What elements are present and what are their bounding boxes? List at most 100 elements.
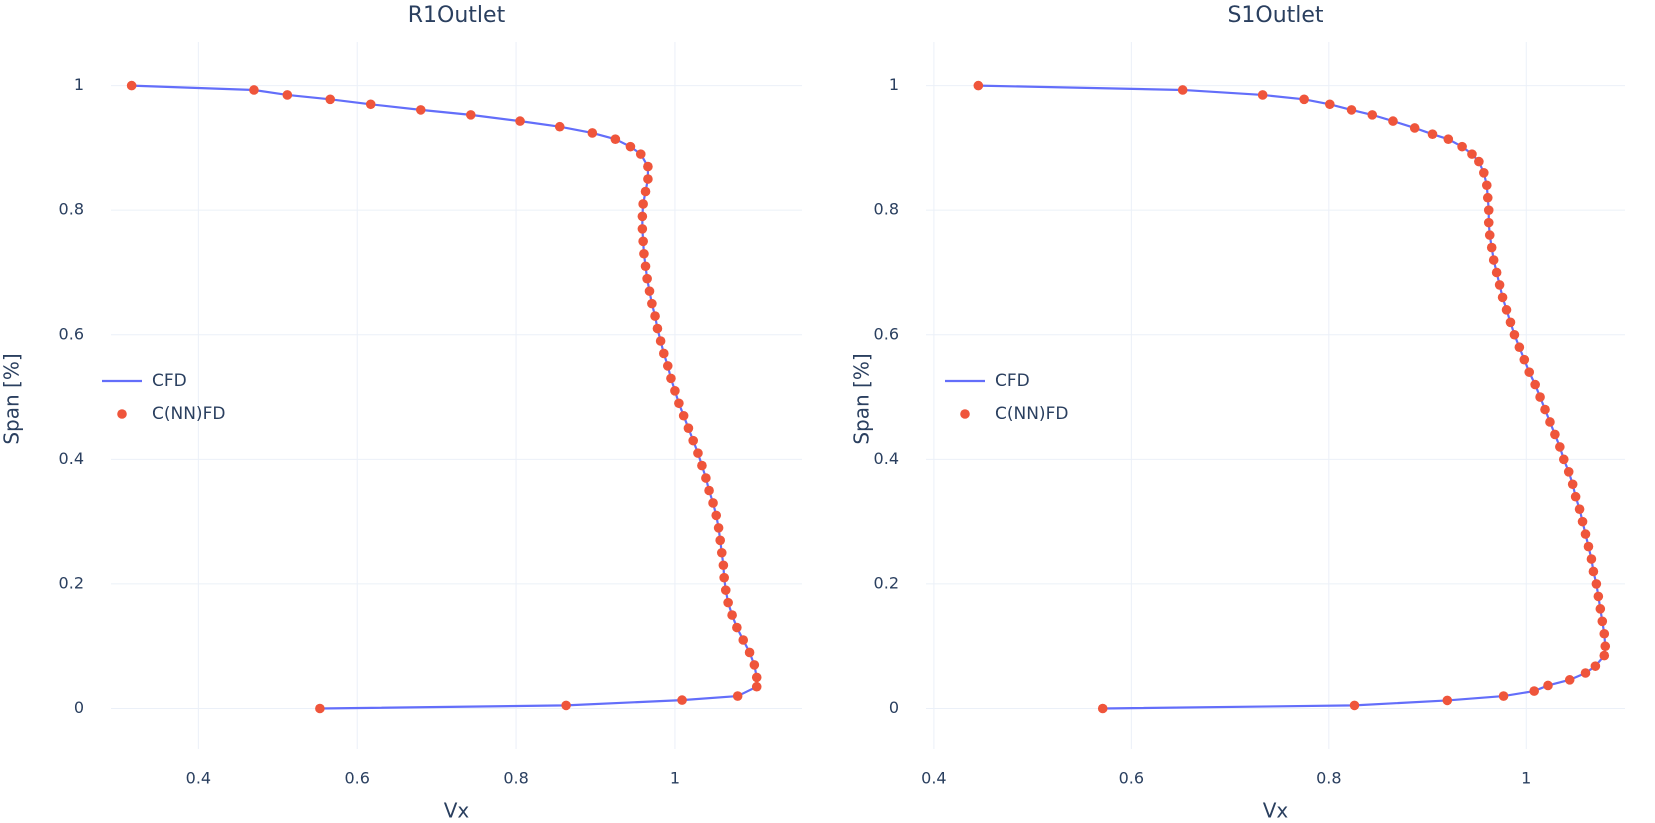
legend-label: CFD — [152, 371, 187, 391]
data-point — [315, 703, 325, 714]
data-point — [1530, 379, 1540, 390]
data-point — [677, 695, 687, 705]
data-point — [713, 523, 724, 533]
data-point — [1388, 116, 1398, 126]
data-point — [715, 535, 725, 546]
data-point — [1570, 491, 1581, 502]
data-point — [662, 361, 673, 371]
data-point — [587, 128, 598, 138]
legend-label: C(NN)FD — [152, 404, 225, 424]
data-point — [655, 336, 666, 346]
data-point — [1483, 217, 1494, 228]
data-point — [1484, 230, 1495, 240]
data-point — [751, 681, 762, 692]
data-point — [554, 121, 565, 132]
data-point — [973, 80, 984, 91]
data-point — [647, 298, 657, 309]
x-tick-label: 1 — [1521, 769, 1531, 788]
data-point — [683, 423, 694, 434]
data-point — [1497, 292, 1508, 303]
data-point — [640, 261, 651, 272]
chart-title: R1Outlet — [408, 3, 506, 28]
data-point — [639, 248, 649, 259]
data-point — [674, 398, 684, 409]
y-tick-label: 1 — [889, 75, 899, 94]
data-point — [638, 236, 648, 247]
data-point — [1574, 504, 1585, 514]
data-point — [1599, 628, 1610, 639]
x-tick-label: 0.4 — [921, 769, 946, 788]
data-point — [1097, 703, 1108, 714]
data-point — [1519, 354, 1530, 365]
data-point — [635, 149, 646, 159]
data-point — [1593, 591, 1604, 602]
data-point — [1580, 668, 1591, 678]
data-point — [1488, 255, 1499, 265]
data-point — [1564, 675, 1575, 685]
data-point — [1543, 680, 1553, 691]
data-point — [610, 134, 621, 144]
x-tick-label: 0.4 — [186, 769, 211, 788]
x-tick-label: 0.8 — [1316, 769, 1341, 788]
x-tick-label: 0.8 — [503, 769, 528, 788]
data-point — [126, 80, 137, 91]
data-point — [1494, 280, 1505, 290]
data-point — [637, 211, 648, 222]
data-point — [650, 311, 660, 321]
x-tick-label: 0.6 — [1119, 769, 1144, 788]
data-point — [1550, 429, 1560, 440]
data-point — [465, 110, 476, 120]
y-tick-label: 1 — [74, 75, 84, 94]
legend-label: C(NN)FD — [995, 404, 1068, 424]
data-point — [704, 485, 714, 496]
data-point — [1325, 99, 1335, 110]
data-point — [1563, 467, 1574, 477]
data-point — [515, 116, 525, 126]
data-point — [1599, 650, 1610, 661]
y-tick-label: 0.2 — [59, 573, 84, 592]
data-point — [1257, 90, 1268, 100]
data-point — [365, 99, 376, 110]
data-point — [1580, 529, 1591, 539]
data-point — [1595, 604, 1606, 614]
data-point — [732, 691, 743, 701]
legend-marker-swatch — [960, 409, 970, 419]
data-point — [659, 348, 669, 359]
data-point — [249, 85, 259, 95]
data-point — [718, 560, 729, 571]
data-point — [325, 94, 336, 105]
data-point — [1467, 149, 1477, 159]
data-point — [1583, 541, 1594, 552]
y-tick-label: 0.6 — [874, 324, 899, 343]
data-point — [719, 572, 729, 583]
data-point — [638, 199, 648, 209]
data-point — [701, 473, 711, 483]
data-point — [1600, 641, 1611, 652]
data-point — [625, 141, 636, 152]
x-tick-label: 0.6 — [344, 769, 369, 788]
data-point — [1545, 417, 1555, 427]
y-tick-label: 0.6 — [59, 324, 84, 343]
data-line — [978, 84, 1607, 710]
data-point — [637, 224, 648, 234]
data-point — [1501, 305, 1512, 315]
y-tick-label: 0 — [889, 698, 899, 717]
data-point — [1443, 134, 1454, 144]
data-point — [666, 373, 676, 384]
y-tick-label: 0.8 — [59, 200, 84, 219]
data-point — [732, 622, 742, 633]
data-point — [1427, 129, 1438, 139]
data-point — [711, 510, 722, 521]
data-point — [1486, 242, 1497, 253]
data-point — [1524, 367, 1535, 377]
data-point — [643, 161, 653, 172]
y-axis-label: Span [%] — [850, 353, 874, 444]
data-point — [1558, 454, 1569, 465]
data-point — [749, 660, 760, 670]
data-point — [1367, 110, 1378, 120]
data-point — [1540, 404, 1550, 415]
data-point — [1346, 105, 1357, 115]
data-point — [688, 435, 698, 446]
data-point — [1509, 329, 1520, 340]
